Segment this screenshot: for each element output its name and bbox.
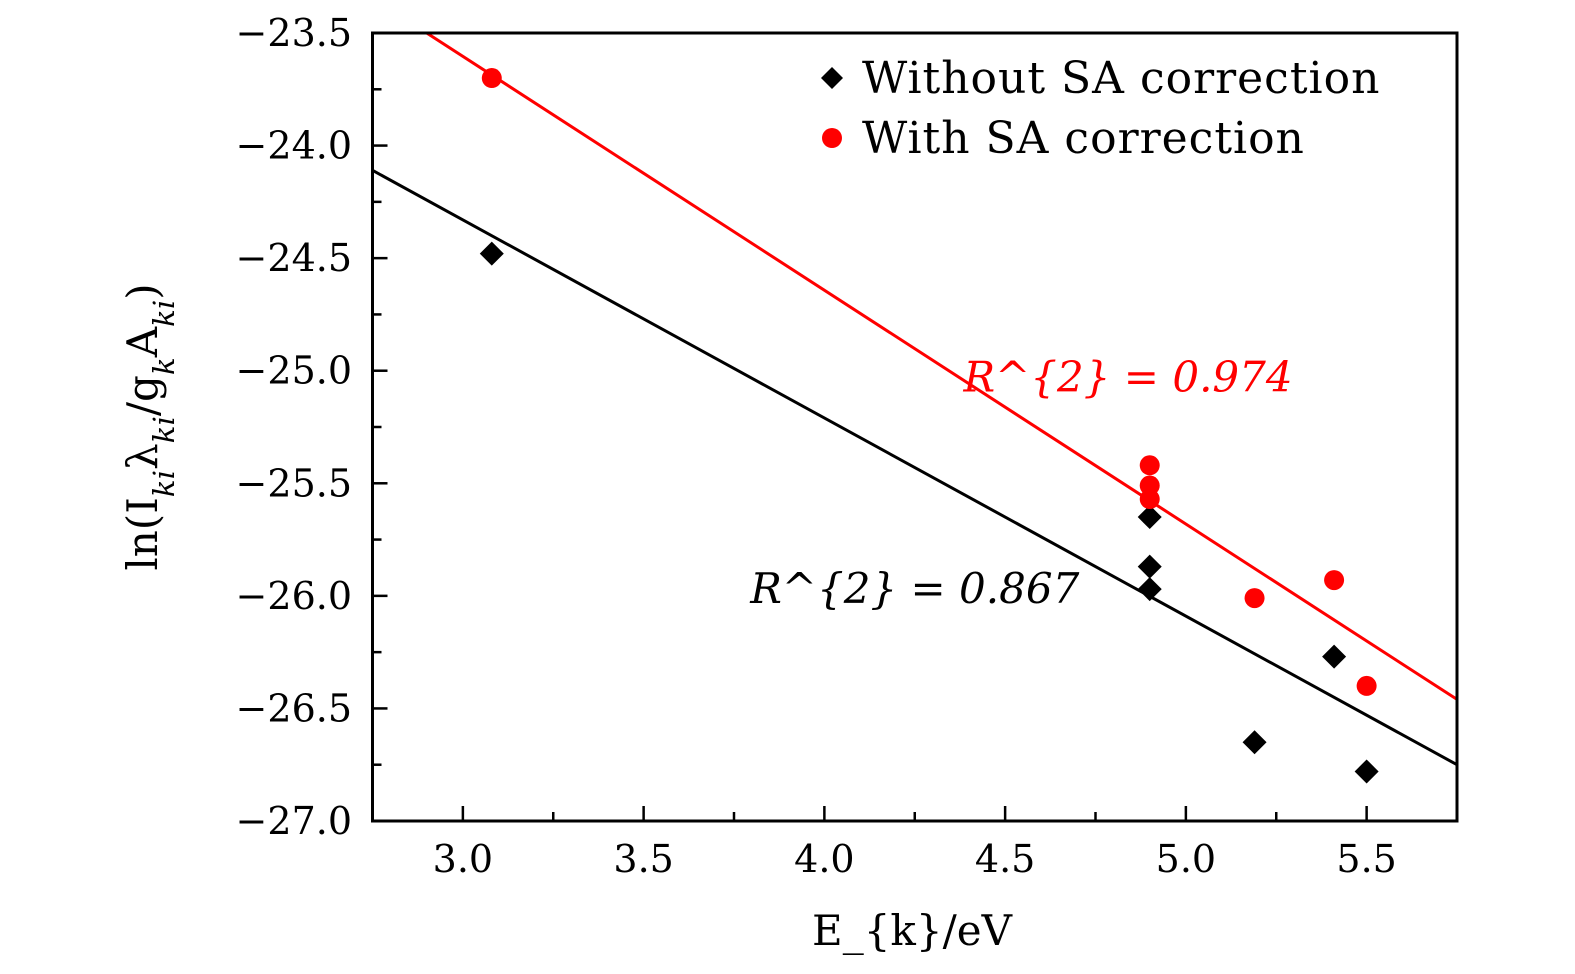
data-point-diamond — [1242, 730, 1267, 755]
x-axis-title: E_{k}/eV — [812, 906, 1013, 955]
data-point-diamond — [1322, 644, 1347, 669]
data-point-circle — [1244, 588, 1265, 609]
y-axis-title: ln(Ikiλki/gkAki) — [118, 283, 181, 570]
data-point-diamond — [1137, 577, 1162, 602]
y-tick-label: −27.0 — [236, 799, 352, 843]
y-tick-label: −24.0 — [236, 124, 352, 168]
y-tick-label: −23.5 — [236, 11, 352, 55]
x-tick-label: 3.5 — [613, 837, 673, 881]
x-tick-label: 5.5 — [1336, 837, 1396, 881]
x-tick-labels: 3.0 3.5 4.0 4.5 5.0 5.5 — [433, 837, 1397, 881]
legend-label: With SA correction — [862, 113, 1305, 164]
data-point-circle — [1139, 455, 1160, 476]
annotations: R^{2} = 0.867 R^{2} = 0.974 — [749, 352, 1292, 613]
data-points — [479, 68, 1379, 784]
fit-line-0 — [371, 169, 1458, 767]
y-tick-label: −26.0 — [236, 574, 352, 618]
fit-lines — [371, 31, 1458, 767]
r-squared-annotation-without-sa: R^{2} = 0.867 — [749, 564, 1079, 613]
y-tick-labels: −23.5 −24.0 −24.5 −25.0 −25.5 −26.0 −26.5 −27.0 — [236, 11, 352, 843]
axis-ticks — [371, 31, 1459, 823]
x-tick-label: 4.5 — [975, 837, 1035, 881]
data-point-circle — [481, 68, 502, 89]
data-point-circle — [1324, 570, 1345, 591]
y-tick-label: −25.5 — [236, 461, 352, 505]
legend: Without SA correction With SA correction — [821, 53, 1380, 164]
r-squared-annotation-with-sa: R^{2} = 0.974 — [962, 352, 1292, 401]
data-point-diamond — [479, 241, 504, 266]
x-tick-label: 5.0 — [1156, 837, 1216, 881]
y-tick-label: −25.0 — [236, 349, 352, 393]
x-tick-label: 4.0 — [794, 837, 854, 881]
data-point-diamond — [1354, 759, 1379, 784]
data-point-circle — [1356, 675, 1377, 696]
fit-line-1 — [425, 31, 1458, 701]
x-tick-label: 3.0 — [433, 837, 493, 881]
data-point-circle — [1139, 489, 1160, 510]
data-point-diamond — [1137, 505, 1162, 530]
legend-circle-icon — [822, 128, 842, 148]
y-tick-label: −24.5 — [236, 236, 352, 280]
legend-label: Without SA correction — [862, 53, 1380, 104]
y-tick-label: −26.5 — [236, 686, 352, 730]
data-point-diamond — [1137, 554, 1162, 579]
legend-diamond-icon — [821, 67, 843, 89]
